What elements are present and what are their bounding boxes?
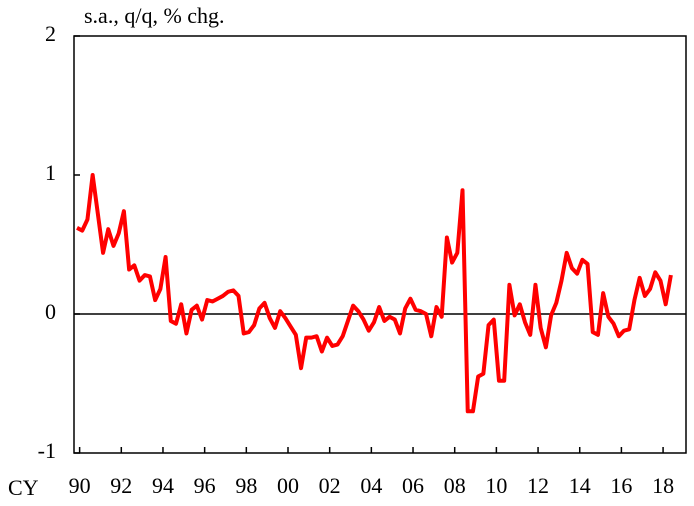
x-tick-label: 16 <box>610 473 632 498</box>
x-tick-label: 12 <box>527 473 549 498</box>
plot-frame <box>73 35 687 454</box>
x-tick-label: 90 <box>69 473 91 498</box>
y-tick-label: 0 <box>45 299 56 324</box>
x-tick-label: 96 <box>194 473 216 498</box>
x-tick-label: 94 <box>152 473 174 498</box>
x-tick-label: 04 <box>360 473 382 498</box>
y-tick-label: -1 <box>38 438 56 463</box>
y-tick-label: 2 <box>45 21 56 46</box>
y-tick-label: 1 <box>45 160 56 185</box>
x-tick-label: 02 <box>319 473 341 498</box>
x-tick-label: 92 <box>110 473 132 498</box>
x-tick-label: 98 <box>235 473 257 498</box>
x-tick-label: 14 <box>569 473 591 498</box>
chart-title: s.a., q/q, % chg. <box>84 3 225 28</box>
x-axis-prefix: CY <box>8 475 39 500</box>
x-tick-label: 00 <box>277 473 299 498</box>
x-tick-label: 08 <box>444 473 466 498</box>
data-line <box>76 173 673 414</box>
x-tick-label: 18 <box>652 473 674 498</box>
x-tick-label: 06 <box>402 473 424 498</box>
x-tick-label: 10 <box>485 473 507 498</box>
